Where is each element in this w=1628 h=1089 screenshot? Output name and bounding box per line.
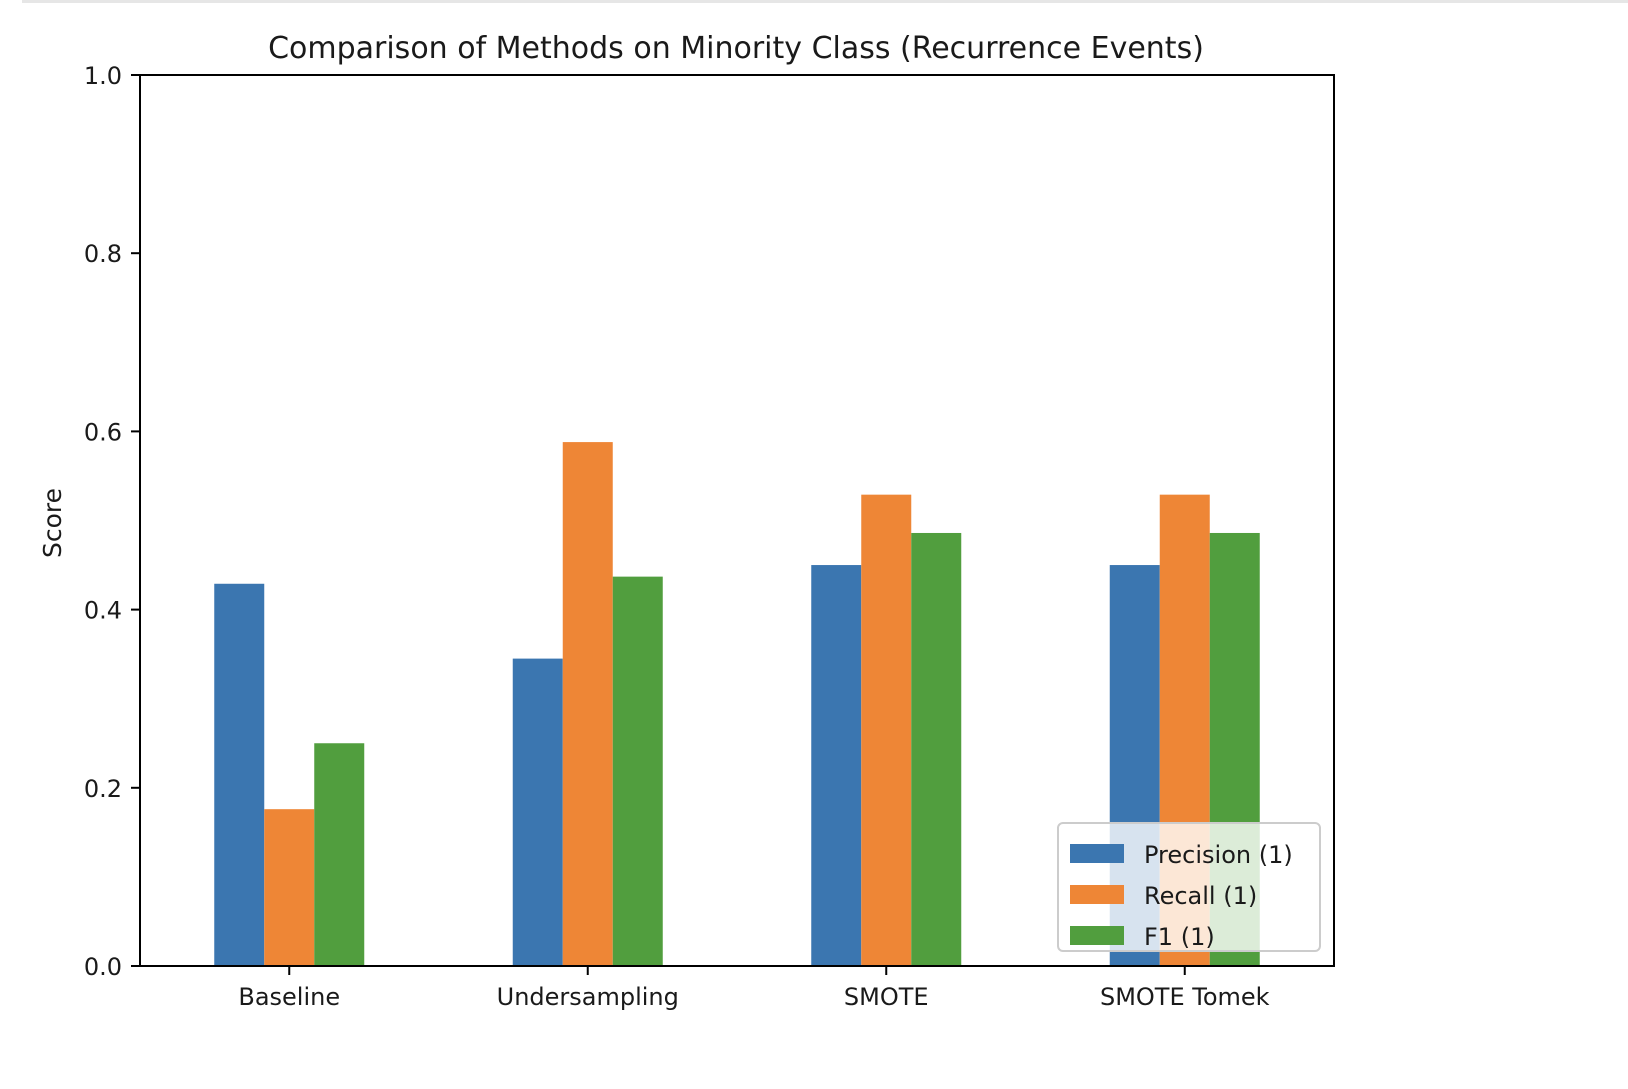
legend-label-recall: Recall (1) <box>1144 882 1257 910</box>
y-axis-label: Score <box>38 488 67 558</box>
x-tick-label: Baseline <box>238 983 340 1011</box>
bar-undersampling-f1 <box>612 576 663 966</box>
plot-frame <box>139 74 1335 967</box>
bar-baseline-precision <box>214 583 265 966</box>
y-tick-label: 0.0 <box>84 953 122 981</box>
y-tick-label: 0.8 <box>84 240 122 268</box>
bar-baseline-f1 <box>314 743 365 966</box>
legend-label-f1: F1 (1) <box>1144 923 1215 951</box>
bar-smote-recall <box>861 494 912 966</box>
bars-group <box>214 442 1260 966</box>
bar-smote-f1 <box>911 532 962 966</box>
x-tick-label: Undersampling <box>497 983 679 1011</box>
y-axis: 0.0 0.2 0.4 0.6 0.8 1.0 <box>84 62 140 981</box>
x-tick-label: SMOTE Tomek <box>1100 983 1270 1011</box>
cell-top-border <box>22 0 1628 3</box>
bar-baseline-recall <box>264 809 315 966</box>
y-tick-label: 0.4 <box>84 597 122 625</box>
x-axis: Baseline Undersampling SMOTE SMOTE Tomek <box>238 966 1270 1011</box>
legend: Precision (1) Recall (1) F1 (1) <box>1057 822 1321 952</box>
bar-undersampling-precision <box>512 658 563 966</box>
y-tick-label: 0.6 <box>84 418 122 446</box>
x-tick-label: SMOTE <box>844 983 929 1011</box>
y-tick-label: 0.2 <box>84 775 122 803</box>
bar-undersampling-recall <box>562 442 613 966</box>
legend-swatch-precision <box>1070 844 1124 863</box>
legend-label-precision: Precision (1) <box>1144 841 1293 869</box>
chart-title: Comparison of Methods on Minority Class … <box>268 31 1204 66</box>
legend-swatch-recall <box>1070 885 1124 904</box>
legend-swatch-f1 <box>1070 926 1124 945</box>
bar-smote-precision <box>811 565 862 966</box>
y-tick-label: 1.0 <box>84 62 122 90</box>
